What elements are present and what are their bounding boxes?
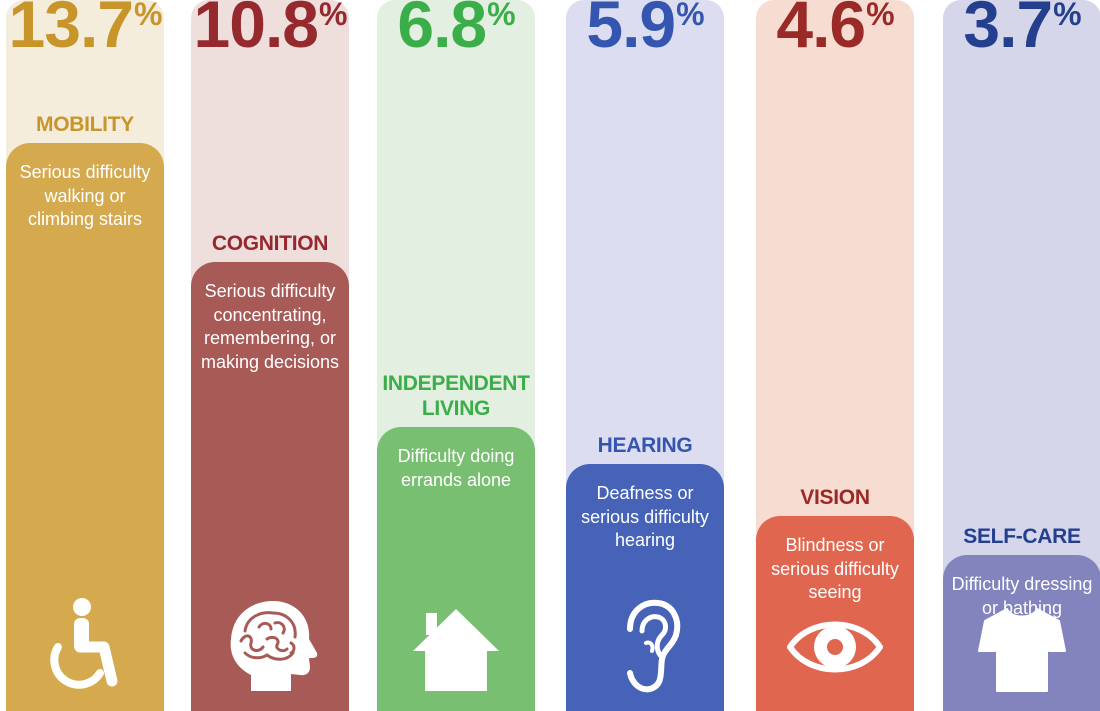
bar: Blindness or serious difficulty seeing	[756, 516, 914, 711]
category-label-line: LIVING	[421, 397, 491, 420]
category-label: MOBILITY	[6, 112, 164, 137]
percent-number: 4.6	[776, 0, 866, 61]
percent-number: 6.8	[397, 0, 487, 61]
shirt-icon	[967, 595, 1077, 695]
percent-number: 5.9	[586, 0, 676, 61]
category-label-line: INDEPENDENT	[382, 372, 530, 395]
category-label-line: HEARING	[597, 434, 693, 457]
eye-icon	[780, 595, 890, 695]
bar-group-mobility: 13.7% MOBILITY Serious difficulty walking …	[6, 0, 164, 711]
bar: Difficulty dressing or bathing	[943, 555, 1100, 711]
bar-description: Serious difficulty concentrating, rememb…	[200, 281, 340, 372]
percent-sign: %	[676, 0, 704, 32]
bar-description: Blindness or serious difficulty seeing	[771, 535, 899, 602]
category-label: COGNITION	[191, 231, 349, 256]
category-label: HEARING	[566, 433, 724, 458]
bar-description: Deafness or serious difficulty hearing	[581, 483, 709, 550]
bar: Difficulty doing errands alone	[377, 427, 535, 711]
percent-number: 3.7	[963, 0, 1053, 61]
category-label: SELF-CARE	[943, 524, 1100, 549]
bar: Serious difficulty concentrating, rememb…	[191, 262, 349, 711]
bar-group-self-care: 3.7% SELF-CARE Difficulty dressing or bath…	[943, 0, 1100, 711]
bar-group-vision: 4.6% VISION Blindness or serious difficult…	[756, 0, 914, 711]
percent-number: 10.8	[193, 0, 319, 61]
percent-value: 5.9%	[566, 0, 724, 62]
percent-sign: %	[1053, 0, 1081, 32]
category-label-line: SELF-CARE	[963, 525, 1081, 548]
category-label-line: COGNITION	[211, 232, 329, 255]
category-label-line: MOBILITY	[36, 113, 134, 136]
percent-value: 10.8%	[191, 0, 349, 62]
bar-group-independent-living: 6.8% INDEPENDENT LIVING Difficulty doing er…	[377, 0, 535, 711]
bar: Deafness or serious difficulty hearing	[566, 464, 724, 711]
house-icon	[401, 595, 511, 695]
bar-description: Serious difficulty walking or climbing s…	[19, 162, 151, 229]
bar-group-cognition: 10.8% COGNITION Serious difficulty concent…	[191, 0, 349, 711]
percent-sign: %	[487, 0, 515, 32]
percent-value: 13.7%	[6, 0, 164, 62]
percent-sign: %	[134, 0, 162, 32]
percent-value: 3.7%	[943, 0, 1100, 62]
percent-sign: %	[319, 0, 347, 32]
percent-value: 6.8%	[377, 0, 535, 62]
percent-number: 13.7	[8, 0, 134, 61]
bar: Serious difficulty walking or climbing s…	[6, 143, 164, 711]
category-label: INDEPENDENT LIVING	[377, 371, 535, 421]
brain-icon	[215, 595, 325, 695]
ear-icon	[590, 595, 700, 695]
category-label: VISION	[756, 485, 914, 510]
wheelchair-icon	[30, 595, 140, 695]
bar-description: Difficulty doing errands alone	[397, 446, 515, 490]
percent-sign: %	[866, 0, 894, 32]
bar-group-hearing: 5.9% HEARING Deafness or serious difficult…	[566, 0, 724, 711]
percent-value: 4.6%	[756, 0, 914, 62]
category-label-line: VISION	[800, 486, 870, 509]
